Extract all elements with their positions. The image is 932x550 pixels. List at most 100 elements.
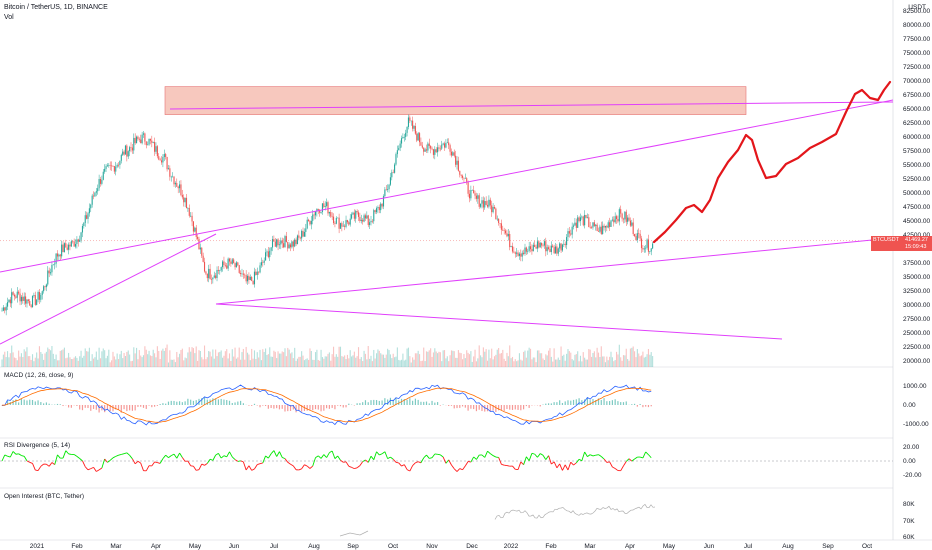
rsi-segment xyxy=(96,469,100,472)
volume-bar xyxy=(299,356,301,367)
macd-histogram-bar xyxy=(281,405,283,409)
volume-bar xyxy=(552,361,554,367)
macd-histogram-bar xyxy=(29,399,31,405)
rsi-segment xyxy=(490,453,494,456)
volume-bar xyxy=(29,356,31,367)
open-interest-pane[interactable] xyxy=(339,503,656,537)
rsi-pane[interactable] xyxy=(0,450,893,472)
candle-body xyxy=(55,253,57,264)
candle-body xyxy=(470,190,472,199)
volume-bar xyxy=(233,356,235,367)
rsi-segment xyxy=(181,457,186,462)
candle-body xyxy=(552,245,554,248)
candle-body xyxy=(72,241,74,242)
candle-body xyxy=(90,204,92,209)
macd-histogram-bar xyxy=(539,405,541,407)
volume-bar xyxy=(31,354,34,367)
rsi-segment xyxy=(1,454,6,462)
candle-body xyxy=(277,239,279,246)
volume-bar xyxy=(578,361,580,367)
volume-bar xyxy=(621,360,623,367)
volume-bar xyxy=(549,348,551,367)
candle-body xyxy=(520,253,522,257)
macd-histogram-bar xyxy=(556,402,558,405)
volume-bar xyxy=(493,356,496,367)
trendline-resistance xyxy=(169,101,894,110)
macd-histogram-bar xyxy=(298,405,300,412)
candle-body xyxy=(514,252,516,254)
price-tick-label: 27500.00 xyxy=(903,316,930,323)
volume-bar xyxy=(395,356,397,367)
macd-histogram-bar xyxy=(498,405,500,411)
candle-body xyxy=(148,138,150,145)
candle-body xyxy=(477,195,479,199)
macd-histogram-bar xyxy=(609,401,611,405)
volume-bar xyxy=(158,351,160,367)
candle-body xyxy=(560,243,562,251)
volume-bar xyxy=(359,358,361,367)
time-tick-label: Aug xyxy=(308,543,320,550)
candle-body xyxy=(215,275,217,279)
signal-line xyxy=(1,387,652,423)
candle-body xyxy=(624,211,626,220)
candle-body xyxy=(474,193,476,196)
macd-pane[interactable] xyxy=(1,384,652,426)
candle-body xyxy=(65,243,67,248)
volume-bar xyxy=(570,352,572,367)
candle-body xyxy=(141,134,143,144)
time-tick-label: Oct xyxy=(388,543,398,550)
candle-body xyxy=(345,220,347,227)
candle-body xyxy=(446,142,448,144)
candle-body xyxy=(466,178,468,183)
volume-bar xyxy=(98,347,100,367)
candle-body xyxy=(468,193,471,199)
rsi-segment xyxy=(87,468,91,471)
rsi-segment xyxy=(46,463,50,467)
volume-bar xyxy=(500,353,502,367)
rsi-segment xyxy=(462,465,466,471)
volume-bar xyxy=(86,351,88,367)
candle-body xyxy=(95,191,97,193)
macd-histogram-bar xyxy=(112,405,114,412)
volume-bar xyxy=(341,356,343,367)
volume-bar xyxy=(51,346,53,367)
macd-histogram-bar xyxy=(620,402,622,405)
candle-body xyxy=(482,200,484,208)
volume-bar xyxy=(566,353,568,367)
rsi-segment xyxy=(331,450,336,459)
candle-body xyxy=(43,286,45,292)
candle-body xyxy=(578,217,580,222)
macd-histogram-bar xyxy=(564,401,566,405)
candle-body xyxy=(511,246,514,252)
price-axis[interactable]: 20000.00 22500.00 25000.00 27500.00 30000.00… xyxy=(903,8,930,541)
candle-body xyxy=(220,267,222,271)
candle-body xyxy=(88,208,90,214)
volume-bar xyxy=(305,359,307,367)
candle-body xyxy=(154,141,156,152)
macd-histogram-bar xyxy=(126,405,128,412)
rsi-segment xyxy=(345,461,350,467)
trendline-descending xyxy=(215,303,783,340)
volume-bar xyxy=(380,353,382,367)
price-pane[interactable] xyxy=(0,80,894,367)
candle-body xyxy=(187,207,189,209)
candle-body xyxy=(423,147,425,152)
candle-body xyxy=(572,225,575,227)
volume-bar xyxy=(567,349,569,367)
candle-body xyxy=(77,239,79,242)
candle-body xyxy=(195,227,197,237)
volume-bar xyxy=(296,358,299,367)
candle-body xyxy=(191,215,193,222)
candle-body xyxy=(280,240,282,245)
time-axis[interactable]: 2021 Feb Mar Apr May Jun Jul Aug Sep Oct Nov Dec 202… xyxy=(30,543,872,550)
rsi-segment xyxy=(384,451,389,459)
volume-bar xyxy=(384,357,386,367)
rsi-segment xyxy=(426,454,430,459)
time-tick-label: Apr xyxy=(625,543,636,550)
volume-bar xyxy=(375,353,378,367)
volume-bar xyxy=(428,350,430,367)
rsi-segment xyxy=(487,450,491,454)
rsi-segment xyxy=(140,462,144,471)
volume-bar xyxy=(317,359,319,367)
candle-body xyxy=(292,241,294,247)
